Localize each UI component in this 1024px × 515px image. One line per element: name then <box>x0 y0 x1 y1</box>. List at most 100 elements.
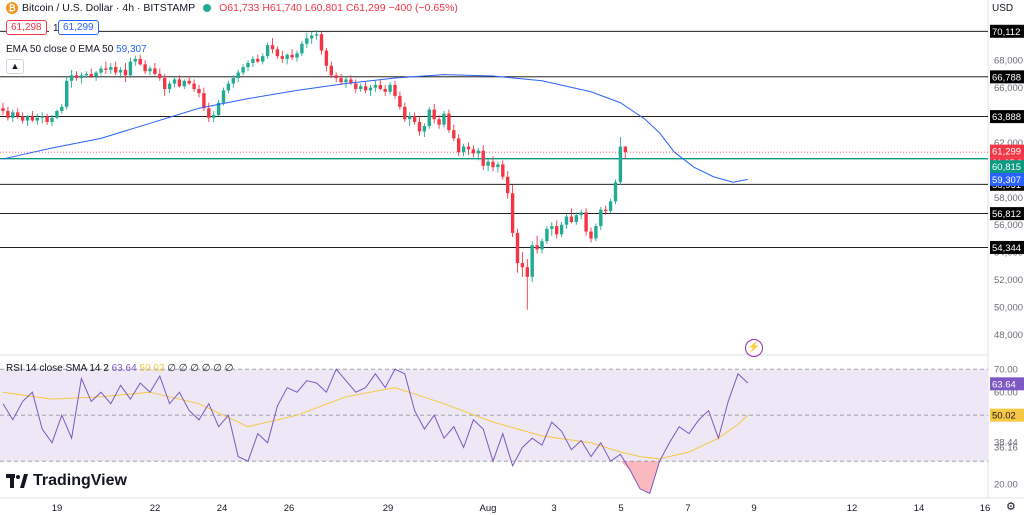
ohlc-high: H61,740 <box>262 2 303 14</box>
candle-body <box>30 116 35 121</box>
candle-body <box>466 146 471 150</box>
candle-body <box>280 56 284 59</box>
candle-body <box>256 58 260 62</box>
tradingview-logo: TradingView <box>6 472 127 490</box>
candle-body <box>212 115 216 118</box>
candle-body <box>525 267 529 277</box>
rsi-sma-value: 50.02 <box>139 363 165 374</box>
candle-body <box>550 226 554 229</box>
candle-body <box>378 84 382 90</box>
candle-body <box>187 80 191 84</box>
level-tag-bg <box>990 110 1024 124</box>
price-tick-label: 48,000 <box>994 330 1023 341</box>
candle-body <box>589 231 593 239</box>
candle-body <box>432 109 436 120</box>
candle-body <box>79 75 84 79</box>
sell-price-button[interactable]: 61,298 <box>6 20 47 35</box>
candle-body <box>427 109 431 127</box>
current-price-tag-bg <box>990 160 1024 174</box>
candle-body <box>569 216 574 222</box>
bitcoin-icon: ₿ <box>6 2 18 14</box>
candle-body <box>329 65 333 76</box>
candle-body <box>265 45 270 57</box>
candle-body <box>403 106 407 120</box>
candle-body <box>422 126 427 132</box>
candle-body <box>261 56 265 62</box>
rsi-line <box>2 368 749 495</box>
candle-body <box>6 110 10 118</box>
ema-price-tag-bg <box>990 172 1024 186</box>
price-tick-label: 52,000 <box>994 275 1023 286</box>
ohlc-open: O61,733 <box>219 2 260 14</box>
rsi-label: RSI 14 close SMA 14 2 <box>6 363 109 374</box>
ema-label: EMA 50 close 0 EMA 50 <box>6 44 114 55</box>
time-tick-label: 7 <box>685 503 690 514</box>
candle-body <box>182 80 186 87</box>
candle-body <box>177 79 182 87</box>
candle-body <box>388 84 392 92</box>
candle-body <box>618 146 623 183</box>
gear-icon[interactable]: ⚙ <box>1006 501 1016 513</box>
candle-body <box>398 95 402 107</box>
rsi-value-tag-bg <box>990 377 1024 391</box>
rsi-legend[interactable]: RSI 14 close SMA 14 2 63.64 50.02 ∅ ∅ ∅ … <box>6 363 233 374</box>
candle-body <box>442 113 446 125</box>
buy-price-button[interactable]: 61,299 <box>58 20 99 35</box>
candle-body <box>236 72 240 79</box>
candle-body <box>202 93 206 109</box>
candle-body <box>584 212 588 232</box>
rsi-oversold-fill <box>620 461 660 494</box>
candle-body <box>35 117 39 121</box>
price-tick-label: 58,000 <box>994 193 1023 204</box>
rsi-tick-label: 38.44 <box>994 437 1018 448</box>
ema-value: 59,307 <box>116 44 147 55</box>
last-price-tag: 61,299 <box>992 147 1021 158</box>
candle-body <box>408 116 412 120</box>
candle-body <box>94 72 98 77</box>
rsi-extra: ∅ ∅ ∅ ∅ ∅ ∅ <box>167 363 234 374</box>
candle-body <box>471 149 476 154</box>
rsi-sma-line <box>2 387 749 460</box>
candle-body <box>452 130 456 139</box>
candle-body <box>535 245 539 250</box>
candle-body <box>545 228 549 242</box>
logo-text: TradingView <box>33 472 127 489</box>
price-tick-label: 68,000 <box>994 56 1023 67</box>
level-tag: 66,788 <box>992 72 1021 83</box>
candle-body <box>148 68 152 72</box>
candle-body <box>158 73 162 79</box>
candle-body <box>574 215 578 222</box>
candle-body <box>55 110 59 118</box>
candle-body <box>221 90 226 103</box>
candle-body <box>515 232 520 264</box>
candle-body <box>167 83 172 90</box>
candle-body <box>344 79 348 83</box>
candle-body <box>74 75 79 79</box>
candle-body <box>285 54 289 59</box>
time-tick-label: Aug <box>480 503 497 514</box>
symbol-title[interactable]: Bitcoin / U.S. Dollar · 4h · BITSTAMP <box>22 2 196 14</box>
collapse-legend-button[interactable]: ▲ <box>6 59 24 74</box>
time-tick-label: 3 <box>551 503 556 514</box>
chart-header: ₿ Bitcoin / U.S. Dollar · 4h · BITSTAMP … <box>6 2 458 14</box>
lightning-icon[interactable]: ⚡ <box>745 339 763 357</box>
ema-legend[interactable]: EMA 50 close 0 EMA 50 59,307 <box>6 44 147 55</box>
candle-body <box>207 108 211 118</box>
candle-body <box>11 112 15 118</box>
candle-body <box>69 75 74 81</box>
level-tag: 63,888 <box>992 112 1021 123</box>
level-tag-bg <box>990 24 1024 38</box>
candle-body <box>417 121 422 132</box>
currency-label[interactable]: USD <box>992 3 1014 14</box>
level-tag: 70,112 <box>992 27 1020 38</box>
candle-body <box>359 86 363 90</box>
candle-body <box>461 146 466 153</box>
candle-body <box>114 67 118 73</box>
candle-body <box>65 80 69 107</box>
candle-body <box>246 62 250 68</box>
candle-body <box>128 61 133 76</box>
ema-price-tag: 59,307 <box>992 175 1021 186</box>
candle-body <box>153 68 157 74</box>
candle-body <box>290 54 294 58</box>
